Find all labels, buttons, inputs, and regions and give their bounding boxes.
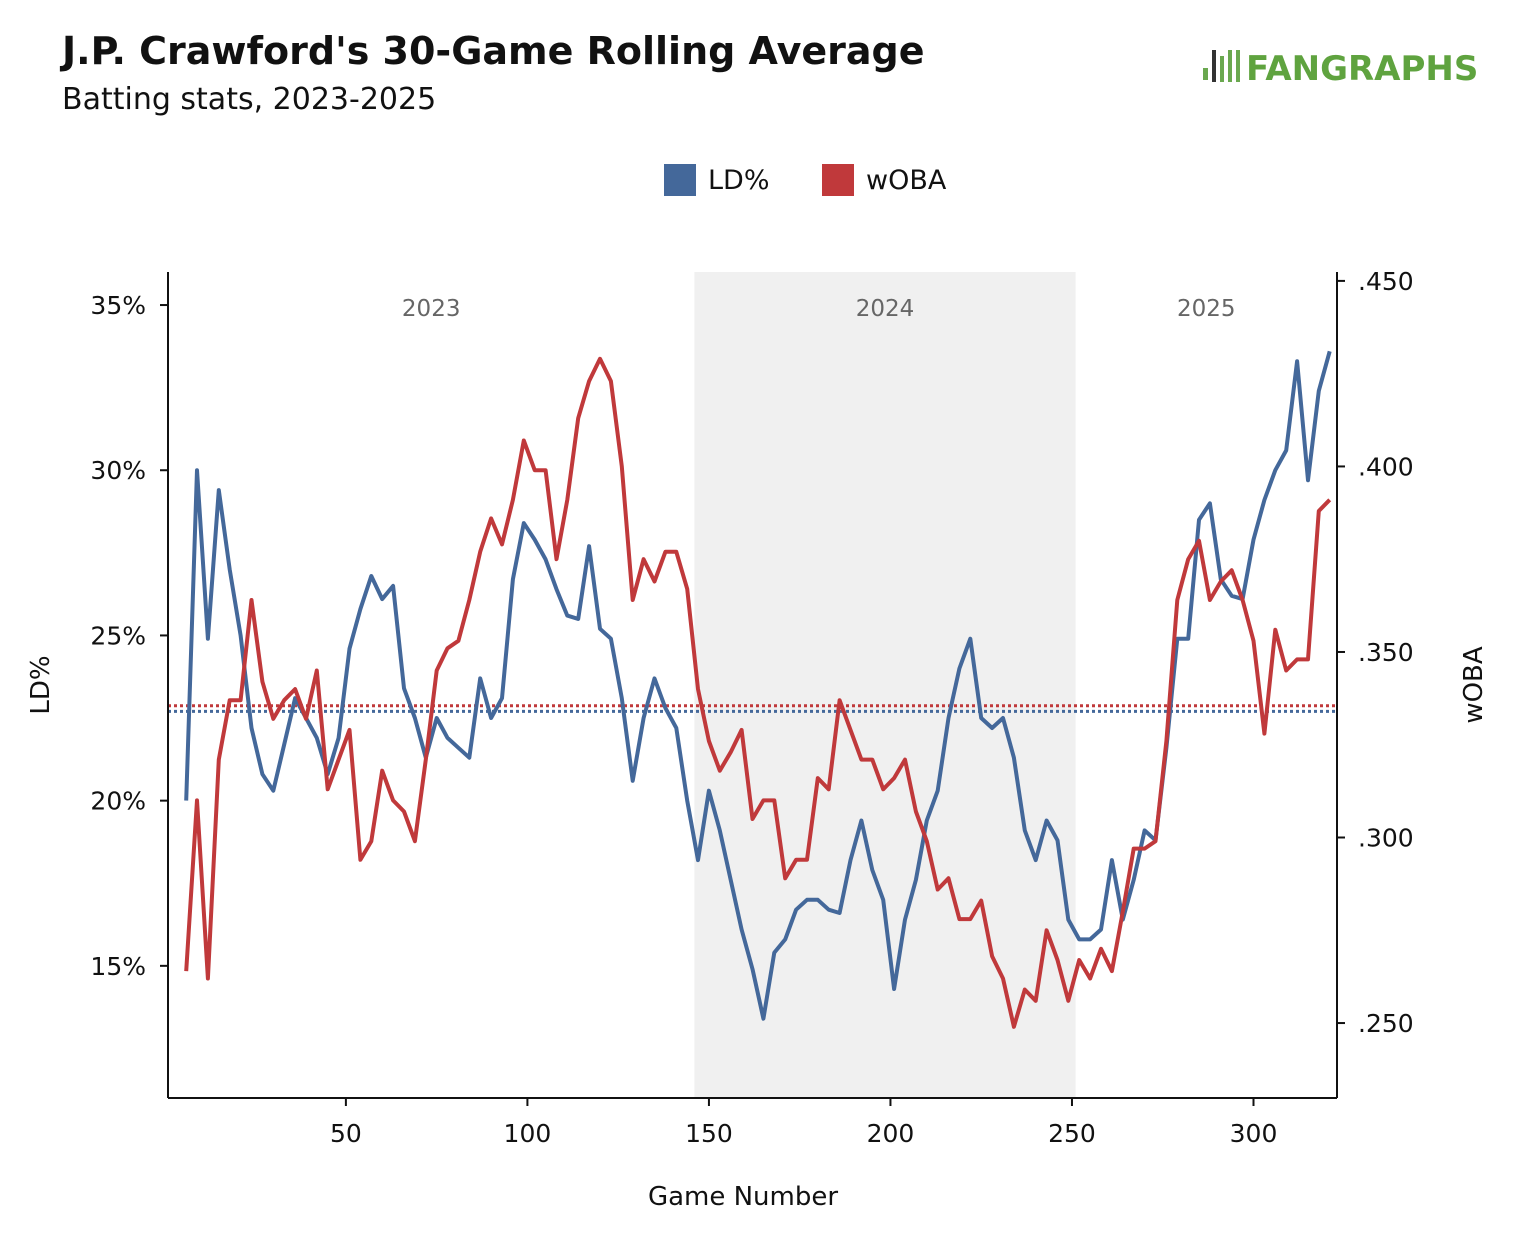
y2-axis-label: wOBA — [1459, 646, 1489, 724]
y-tick-label: 15% — [90, 952, 146, 981]
y2-tick-label: .350 — [1358, 638, 1414, 667]
logo: FANGRAPHS — [1246, 49, 1478, 89]
x-tick-label: 250 — [1048, 1119, 1096, 1148]
season-band — [694, 272, 1076, 1098]
y2-tick-label: .300 — [1358, 824, 1414, 853]
x-axis-label: Game Number — [648, 1182, 838, 1212]
legend-label: wOBA — [866, 165, 947, 196]
y-tick-label: 35% — [90, 291, 146, 320]
y2-tick-label: .400 — [1358, 452, 1414, 481]
y2-tick-label: .450 — [1358, 267, 1414, 296]
legend-swatch — [664, 164, 696, 196]
season-label: 2023 — [402, 296, 461, 322]
logo-icon — [1203, 50, 1240, 82]
y-tick-label: 30% — [90, 456, 146, 485]
season-label: 2024 — [856, 296, 915, 322]
series-line — [184, 356, 1332, 1029]
x-tick-label: 50 — [330, 1119, 362, 1148]
plot-area — [694, 272, 1076, 1098]
y-tick-label: 25% — [90, 621, 146, 650]
y-tick-label: 20% — [90, 787, 146, 816]
x-tick-label: 150 — [685, 1119, 733, 1148]
chart-subtitle: Batting stats, 2023-2025 — [62, 82, 436, 117]
y2-tick-label: .250 — [1358, 1009, 1414, 1038]
x-tick-label: 300 — [1230, 1119, 1278, 1148]
chart-title: J.P. Crawford's 30-Game Rolling Average — [59, 29, 925, 73]
series-line — [184, 350, 1332, 1021]
legend-swatch — [822, 164, 854, 196]
x-tick-label: 100 — [504, 1119, 552, 1148]
y-axis-label: LD% — [26, 655, 56, 714]
x-tick-label: 200 — [867, 1119, 915, 1148]
season-label: 2025 — [1177, 296, 1236, 322]
legend-label: LD% — [708, 165, 770, 196]
